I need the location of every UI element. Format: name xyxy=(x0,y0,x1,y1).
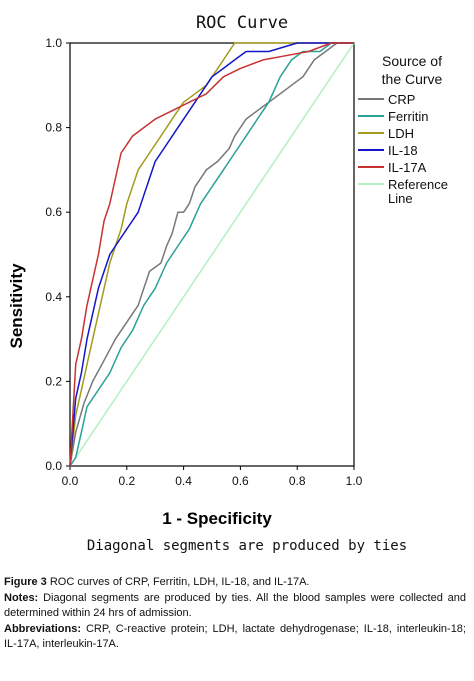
chart-footnote: Diagonal segments are produced by ties xyxy=(87,538,407,554)
notes-text: Diagonal segments are produced by ties. … xyxy=(4,592,466,619)
y-tick-label: 0.6 xyxy=(45,205,62,219)
x-tick-label: 0.4 xyxy=(175,474,192,488)
y-tick-label: 1.0 xyxy=(45,36,62,50)
legend-label-ldh: LDH xyxy=(388,126,414,141)
x-tick-label: 1.0 xyxy=(346,474,363,488)
legend-label-ferritin: Ferritin xyxy=(388,109,428,124)
roc-line-il-18 xyxy=(69,42,354,467)
figure-label: Figure 3 xyxy=(4,576,47,588)
roc-line-reference-line xyxy=(69,42,355,467)
roc-chart: ROC Curve 0.0 0.2 0.4 0.6 0.8 1.0 0.0 0.2 0.4 0.6… xyxy=(7,13,448,554)
legend-label-il-18: IL-18 xyxy=(388,143,418,158)
legend-label-crp: CRP xyxy=(388,92,415,107)
roc-line-il-17a xyxy=(69,42,354,467)
y-tick-label: 0.0 xyxy=(45,459,62,473)
x-tick-label: 0.0 xyxy=(62,474,79,488)
figure-caption: Figure 3 ROC curves of CRP, Ferritin, LD… xyxy=(4,575,466,653)
legend-label-reference-line: Reference Line xyxy=(388,177,448,206)
legend-title-line-2: the Curve xyxy=(382,71,443,87)
chart-title: ROC Curve xyxy=(196,13,288,33)
y-tick-label: 0.8 xyxy=(45,121,62,135)
caption-figure-line: Figure 3 ROC curves of CRP, Ferritin, LD… xyxy=(4,575,466,590)
caption-notes: Notes: Diagonal segments are produced by… xyxy=(4,591,466,621)
figure-text: ROC curves of CRP, Ferritin, LDH, IL-18,… xyxy=(49,576,310,588)
x-tick-label: 0.2 xyxy=(118,474,135,488)
plot-frame xyxy=(69,42,355,467)
x-tick-label: 0.8 xyxy=(289,474,306,488)
caption-abbreviations: Abbreviations: CRP, C-reactive protein; … xyxy=(4,622,466,652)
legend-title: Source of xyxy=(382,53,442,69)
abbreviations-label: Abbreviations: xyxy=(4,623,82,635)
notes-label: Notes: xyxy=(4,592,39,604)
y-axis-label: Sensitivity xyxy=(7,263,26,349)
legend-label-il-17a: IL-17A xyxy=(388,160,427,175)
y-tick-label: 0.4 xyxy=(45,290,62,304)
roc-line-crp xyxy=(69,42,354,467)
x-tick-label: 0.6 xyxy=(232,474,249,488)
roc-line-ferritin xyxy=(69,42,354,467)
abbreviations-text: CRP, C-reactive protein; LDH, lactate de… xyxy=(4,623,466,650)
x-axis-label: 1 - Specificity xyxy=(162,509,272,528)
y-tick-label: 0.2 xyxy=(45,374,62,388)
